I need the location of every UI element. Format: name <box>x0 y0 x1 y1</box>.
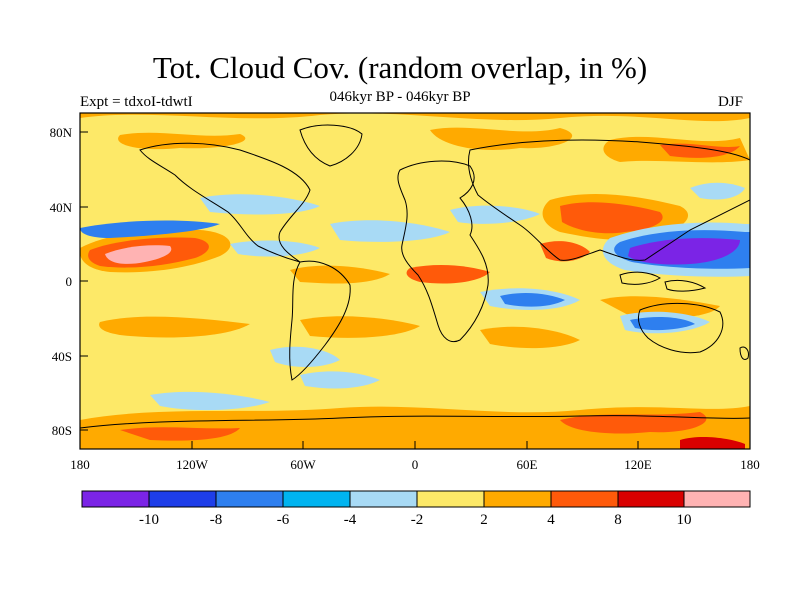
colorbar-label: -2 <box>411 512 424 528</box>
coastlines <box>80 124 750 429</box>
colorbar-label: 2 <box>480 512 488 528</box>
colorbar-box <box>81 490 150 508</box>
anomaly-field <box>80 113 750 449</box>
negative-anomaly-patches <box>80 182 750 411</box>
x-tick-label: 60W <box>290 457 316 472</box>
y-tick-label: 40N <box>50 200 73 215</box>
colorbar <box>81 490 751 508</box>
colorbar-box <box>148 490 217 508</box>
y-tick-label: 80N <box>50 125 73 140</box>
map-subtitle: 046kyr BP - 046kyr BP <box>329 89 471 105</box>
y-tick-label: 80S <box>52 423 72 438</box>
colorbar-label: -8 <box>210 512 223 528</box>
colorbar-box <box>683 490 751 508</box>
experiment-label: Expt = tdxoI-tdwtI <box>80 94 193 110</box>
x-tick-label: 0 <box>412 457 419 472</box>
colorbar-box <box>282 490 351 508</box>
colorbar-box <box>483 490 552 508</box>
colorbar-label: 4 <box>547 512 555 528</box>
colorbar-label: -10 <box>139 512 159 528</box>
colorbar-box <box>617 490 685 508</box>
colorbar-label: -6 <box>277 512 290 528</box>
colorbar-label: 8 <box>614 512 622 528</box>
positive-anomaly-patches <box>80 113 750 449</box>
x-tick-label: 180 <box>70 457 90 472</box>
colorbar-label: 10 <box>677 512 692 528</box>
season-label: DJF <box>718 94 744 110</box>
x-tick-label: 120W <box>176 457 209 472</box>
x-tick-label: 60E <box>517 457 538 472</box>
y-tick-label: 0 <box>66 274 73 289</box>
map-title: Tot. Cloud Cov. (random overlap, in %) <box>152 50 648 85</box>
x-tick-label: 180 <box>740 457 760 472</box>
colorbar-label: -4 <box>344 512 357 528</box>
colorbar-box <box>215 490 284 508</box>
colorbar-labels: -10 -8 -6 -4 -2 2 4 8 10 <box>139 512 692 528</box>
x-tick-label: 120E <box>624 457 652 472</box>
y-tick-label: 40S <box>52 349 72 364</box>
colorbar-box <box>349 490 418 508</box>
colorbar-box <box>416 490 485 508</box>
y-tick-labels: 80N 40N 0 40S 80S <box>50 125 73 438</box>
map-ticks <box>79 131 751 449</box>
colorbar-box <box>550 490 619 508</box>
x-tick-labels: 180 120W 60W 0 60E 120E 180 <box>70 457 760 472</box>
